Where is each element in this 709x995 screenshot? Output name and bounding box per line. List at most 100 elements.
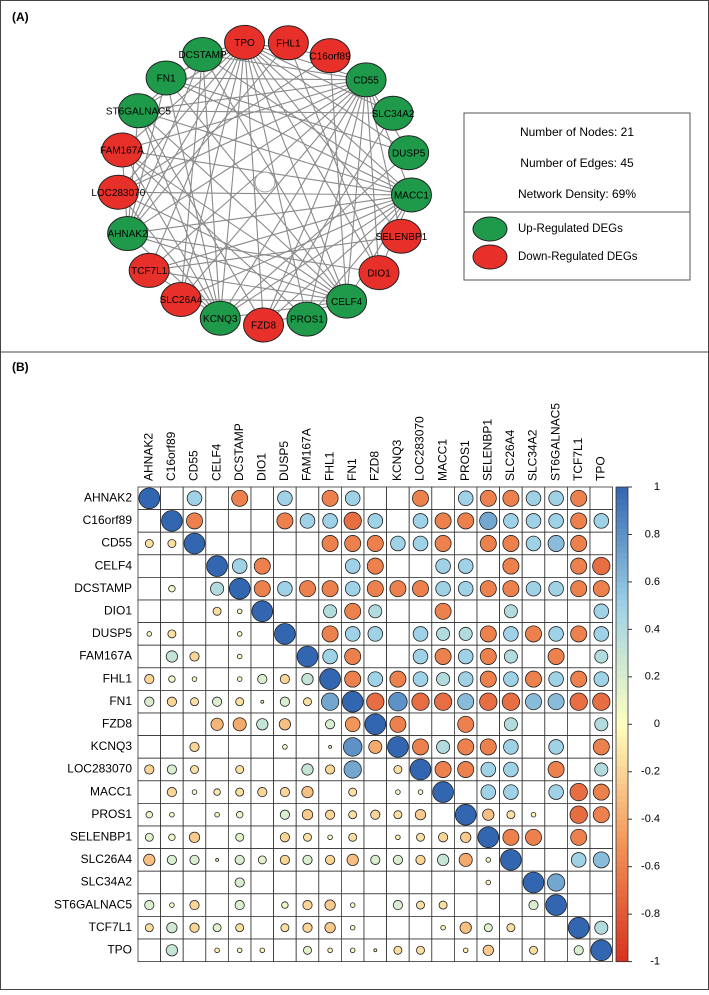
- colorbar-segment: [616, 546, 628, 553]
- cell: [589, 893, 614, 917]
- edge: [346, 79, 367, 302]
- colorbar-segment: [616, 937, 628, 945]
- colorbar-segment: [616, 581, 628, 589]
- colorbar-segment: [616, 647, 628, 654]
- corr-circle: [390, 535, 406, 552]
- edge: [137, 110, 221, 319]
- colorbar-segment: [616, 700, 628, 708]
- row-label: DIO1: [104, 603, 132, 617]
- corr-circle: [411, 692, 430, 711]
- cell: [567, 644, 591, 669]
- node-label: LOC283070: [91, 188, 145, 199]
- corr-circle: [212, 606, 222, 616]
- cell: [544, 554, 568, 578]
- corr-circle: [214, 947, 220, 954]
- cell: [408, 599, 433, 624]
- edge: [243, 42, 265, 326]
- row-label: SELENBP1: [70, 829, 132, 843]
- edge: [263, 194, 412, 326]
- colorbar-segment: [616, 926, 628, 933]
- corr-circle: [236, 653, 243, 660]
- corr-circle: [503, 739, 519, 755]
- cell: [160, 554, 184, 578]
- corr-circle: [482, 944, 494, 956]
- node: [199, 300, 241, 336]
- cell: [386, 870, 410, 895]
- corr-circle: [432, 781, 454, 803]
- corr-circle: [327, 834, 333, 841]
- corr-circle: [548, 784, 564, 800]
- edge: [165, 77, 348, 302]
- corr-circle: [479, 580, 497, 598]
- cell: [137, 509, 162, 533]
- corr-circle: [166, 787, 177, 798]
- edges: [117, 41, 412, 326]
- corr-circle: [301, 673, 314, 686]
- corr-circle: [548, 739, 564, 755]
- corr-circle: [344, 580, 361, 597]
- corr-circle: [370, 809, 381, 820]
- cell: [137, 938, 162, 963]
- node-label: PROS1: [290, 315, 324, 326]
- node: [286, 301, 328, 337]
- cell: [408, 916, 433, 940]
- cell: [340, 870, 365, 895]
- cell: [205, 667, 229, 691]
- corr-circle: [525, 513, 542, 529]
- colorbar-segment: [616, 528, 628, 535]
- corr-circle: [570, 670, 588, 688]
- edge: [118, 55, 331, 193]
- corr-circle: [228, 577, 251, 600]
- colorbar-segment: [616, 534, 628, 541]
- corr-circle: [324, 899, 336, 911]
- corr-circle: [506, 810, 516, 820]
- cell: [205, 644, 229, 669]
- corr-circle: [479, 511, 498, 530]
- corr-circle: [231, 489, 249, 507]
- cell: [544, 712, 568, 737]
- colorbar-segment: [616, 753, 628, 761]
- cell: [250, 509, 275, 533]
- cell: [273, 644, 297, 669]
- corr-circle: [502, 828, 520, 846]
- corr-circle: [548, 626, 564, 642]
- corr-circle: [279, 696, 290, 707]
- corr-circle: [388, 692, 408, 712]
- cell: [273, 870, 297, 895]
- edge: [149, 194, 412, 271]
- node: [309, 38, 351, 74]
- cell: [182, 870, 207, 895]
- corr-circle: [144, 900, 155, 911]
- colorbar-tick-label: 0.4: [645, 623, 660, 635]
- corr-circle: [483, 923, 493, 933]
- corr-circle: [236, 631, 243, 637]
- corr-circle: [594, 717, 609, 732]
- corr-circle: [501, 692, 520, 711]
- corr-circle: [503, 649, 518, 664]
- corr-circle: [592, 851, 610, 869]
- cell: [431, 870, 455, 895]
- cell: [521, 735, 546, 759]
- colorbar-segment: [616, 570, 628, 577]
- cell: [250, 825, 275, 850]
- corr-circle: [366, 557, 384, 575]
- cell: [521, 780, 546, 804]
- col-label: CD55: [187, 450, 201, 481]
- corr-circle: [547, 535, 565, 552]
- colorbar-segment: [616, 896, 628, 903]
- cell: [408, 870, 433, 895]
- cell: [227, 531, 252, 556]
- corr-circle: [344, 490, 361, 507]
- cell: [160, 486, 184, 511]
- colorbar-tick-label: -0.4: [641, 813, 660, 825]
- corr-circle: [569, 805, 588, 824]
- corr-circle: [570, 512, 588, 530]
- corr-circle: [144, 923, 154, 933]
- corr-circle: [592, 783, 610, 801]
- corr-circle: [325, 719, 336, 730]
- edge: [219, 152, 409, 319]
- corr-circle: [189, 900, 200, 911]
- corr-circle: [477, 826, 500, 849]
- corr-circle: [235, 923, 245, 933]
- corr-circle: [235, 832, 245, 842]
